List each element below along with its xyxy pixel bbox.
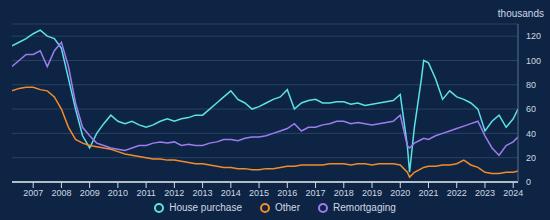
svg-text:2017: 2017	[306, 188, 326, 198]
svg-text:20: 20	[526, 153, 536, 163]
svg-text:120: 120	[526, 31, 541, 41]
svg-text:2023: 2023	[475, 188, 495, 198]
svg-text:80: 80	[526, 80, 536, 90]
svg-text:2022: 2022	[447, 188, 467, 198]
svg-text:2012: 2012	[164, 188, 184, 198]
svg-text:2013: 2013	[193, 188, 213, 198]
svg-text:60: 60	[526, 104, 536, 114]
svg-text:2014: 2014	[221, 188, 241, 198]
html-text:Other: Other	[275, 202, 300, 213]
svg-text:2020: 2020	[390, 188, 410, 198]
html-text:Remortgaging: Remortgaging	[333, 202, 396, 213]
svg-text:2008: 2008	[51, 188, 71, 198]
svg-text:2007: 2007	[23, 188, 43, 198]
svg-text:100: 100	[526, 56, 541, 66]
html-text:House purchase: House purchase	[169, 202, 242, 213]
svg-text:2021: 2021	[418, 188, 438, 198]
svg-text:2015: 2015	[249, 188, 269, 198]
svg-text:2009: 2009	[80, 188, 100, 198]
svg-text:0: 0	[526, 177, 531, 187]
svg-text:2011: 2011	[136, 188, 155, 198]
svg-text:2016: 2016	[277, 188, 297, 198]
svg-text:2024: 2024	[503, 188, 523, 198]
svg-text:2019: 2019	[362, 188, 382, 198]
svg-text:2018: 2018	[334, 188, 354, 198]
html-text:thousands: thousands	[497, 8, 544, 19]
svg-text:2010: 2010	[108, 188, 128, 198]
svg-text:40: 40	[526, 129, 536, 139]
